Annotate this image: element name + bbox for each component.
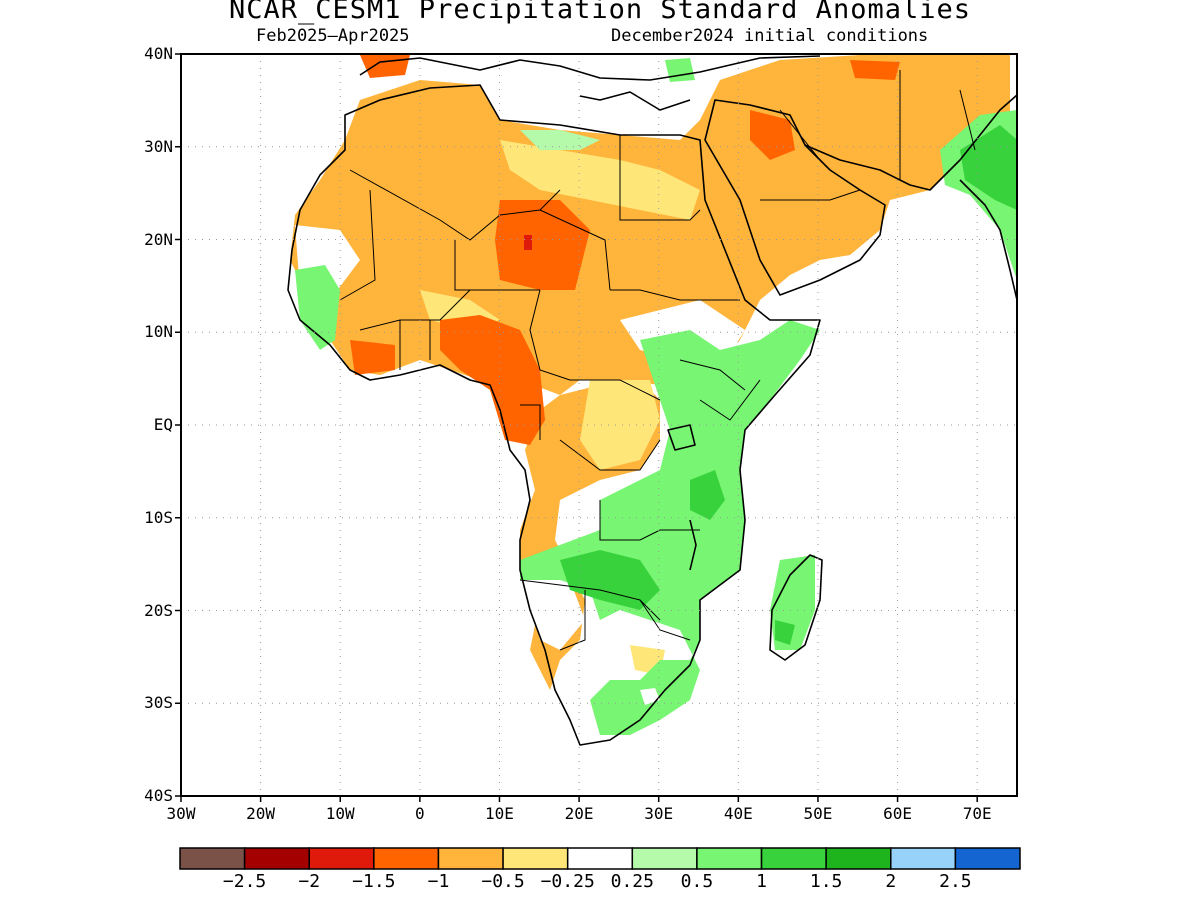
colorbar-swatch	[825, 847, 892, 870]
lat-tick-label: 40S	[144, 786, 173, 805]
colorbar-tick-label: 2	[885, 871, 897, 892]
init-conditions-subtitle: December2024 initial conditions	[611, 26, 929, 46]
lon-tick-label: 10E	[485, 804, 514, 823]
colorbar-tick-label: −1.5	[352, 871, 396, 892]
lon-tick-label: 10W	[325, 804, 355, 823]
lon-tick-label: 30E	[644, 804, 674, 823]
colorbar-swatch	[179, 847, 246, 870]
colorbar-swatch	[566, 847, 634, 870]
lat-tick-label: EQ	[153, 415, 173, 434]
lon-tick-label: 40E	[723, 804, 753, 823]
lon-tick-label: 20W	[246, 804, 276, 823]
lat-tick-label: 30N	[144, 136, 173, 156]
lon-tick-label: 50E	[803, 804, 833, 823]
colorbar-tick-label: 1.5	[809, 871, 843, 892]
colorbar-swatch	[631, 847, 698, 870]
colorbar-tick-label: 0.25	[610, 871, 654, 892]
lon-tick-label: 60E	[883, 804, 913, 823]
colorbar-swatch	[890, 847, 957, 870]
colorbar-tick-label: 0.5	[680, 871, 714, 892]
lat-tick-label: 40N	[144, 44, 173, 63]
colorbar-swatch	[502, 847, 569, 870]
lat-tick-label: 10N	[144, 322, 173, 342]
colorbar	[179, 847, 1021, 870]
lon-tick-label: 30W	[166, 804, 196, 823]
lon-tick-label: 70E	[962, 804, 992, 823]
colorbar-swatch	[696, 847, 763, 870]
gridlines	[181, 54, 1017, 796]
colorbar-swatch	[243, 847, 310, 870]
colorbar-swatch	[954, 847, 1021, 870]
lat-tick-label: 20S	[144, 600, 173, 620]
country-borders	[339, 70, 976, 651]
colorbar-tick-label: 2.5	[939, 871, 972, 892]
colorbar-tick-label: −2.5	[222, 871, 267, 892]
lat-tick-label: 30S	[144, 693, 173, 713]
lon-tick-label: 20E	[564, 804, 594, 823]
lat-tick-label: 20N	[144, 229, 173, 249]
anomaly-shading	[290, 55, 1017, 735]
colorbar-swatch	[373, 847, 440, 870]
colorbar-swatch	[308, 847, 375, 870]
coastlines	[287, 55, 1017, 746]
colorbar-tick-label: 1	[756, 871, 767, 892]
colorbar-tick-label: −1	[427, 871, 450, 892]
colorbar-tick-label: −2	[298, 871, 321, 892]
colorbar-swatch	[760, 847, 827, 870]
period-subtitle: Feb2025–Apr2025	[256, 26, 410, 46]
map-title: NCAR_CESM1 Precipitation Standard Anomal…	[229, 0, 971, 25]
colorbar-tick-label: −0.25	[540, 871, 595, 892]
colorbar-tick-label: −0.5	[481, 871, 525, 892]
tick-marks	[175, 53, 978, 802]
lon-tick-label: 0	[415, 804, 425, 823]
colorbar-swatch	[437, 847, 504, 870]
lat-tick-label: 10S	[144, 507, 173, 527]
